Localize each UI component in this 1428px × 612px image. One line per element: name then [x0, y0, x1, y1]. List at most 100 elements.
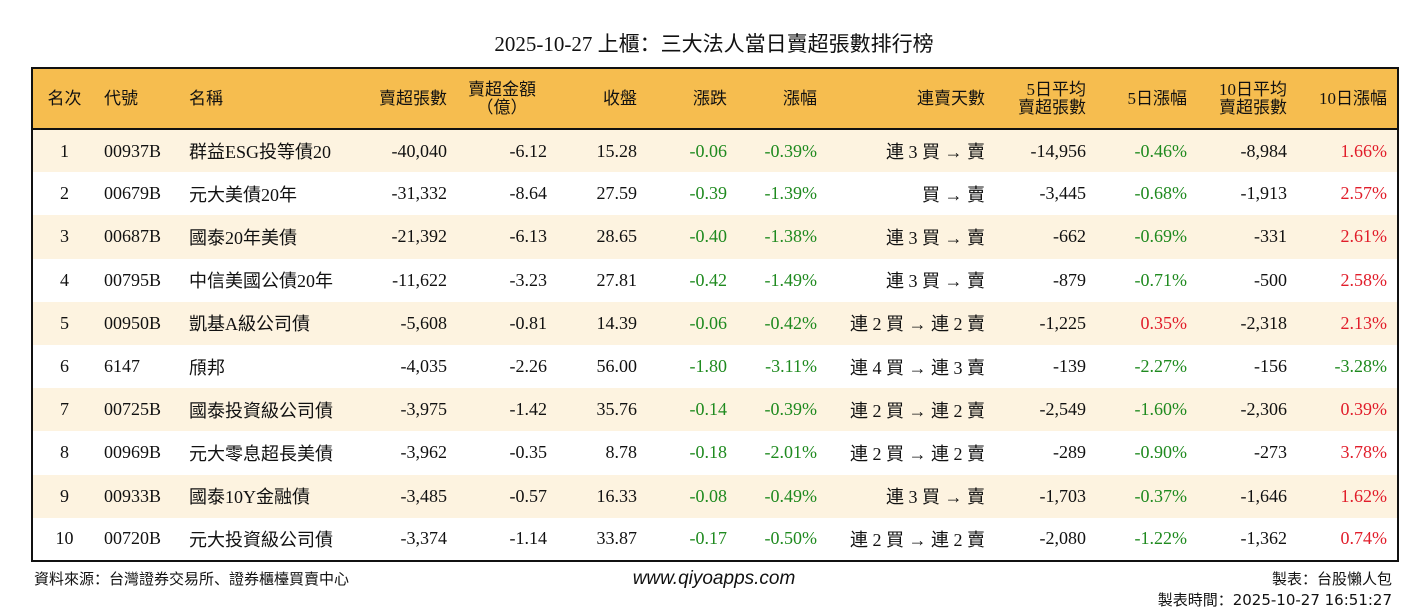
table-row: 7 00725B 國泰投資級公司債 -3,975 -1.42 35.76 -0.14 -0.3…: [32, 388, 1398, 432]
cell-avg10-sell: -1,646: [1240, 485, 1288, 506]
cell-rank: 1: [60, 140, 69, 161]
cell-change-pct: -0.49%: [764, 485, 818, 506]
cell-code: 6147: [104, 356, 140, 377]
cell-streak: 連 2 買 → 連 2 賣: [850, 314, 985, 335]
header-avg10-sell: 10日平均 賣超張數: [1219, 79, 1287, 117]
page-title: 2025-10-27 上櫃：三大法人當日賣超張數排行榜: [494, 32, 934, 56]
cell-avg5-sell: -2,549: [1039, 399, 1087, 420]
cell-net-sell-shares: -40,040: [391, 140, 448, 161]
cell-change: -0.40: [689, 226, 728, 247]
cell-rank: 9: [60, 485, 69, 506]
cell-code: 00937B: [104, 140, 162, 161]
cell-pct10: 2.58%: [1340, 269, 1388, 290]
cell-name: 群益ESG投等債20: [189, 142, 332, 163]
cell-close: 27.81: [596, 269, 638, 290]
cell-code: 00725B: [104, 399, 162, 420]
header-change-pct: 漲幅: [783, 88, 817, 108]
cell-name: 中信美國公債20年: [189, 271, 333, 292]
cell-close: 35.76: [596, 399, 638, 420]
cell-avg5-sell: -662: [1053, 226, 1086, 247]
cell-change-pct: -3.11%: [765, 356, 817, 377]
cell-pct5: -1.60%: [1134, 399, 1188, 420]
header-change: 漲跌: [693, 88, 727, 108]
table-row: 1 00937B 群益ESG投等債20 -40,040 -6.12 15.28 -0.06 -…: [32, 129, 1398, 173]
table-row: 3 00687B 國泰20年美債 -21,392 -6.13 28.65 -0.40 -1.3…: [32, 215, 1398, 259]
cell-streak: 連 4 買 → 連 3 賣: [850, 357, 985, 378]
cell-change-pct: -0.50%: [764, 528, 818, 549]
cell-pct5: -0.68%: [1134, 183, 1188, 204]
cell-pct10: 2.57%: [1340, 183, 1388, 204]
header-rank: 名次: [47, 88, 82, 108]
cell-name: 國泰10Y金融債: [189, 487, 310, 508]
cell-avg5-sell: -879: [1053, 269, 1086, 290]
cell-avg5-sell: -14,956: [1030, 140, 1087, 161]
cell-rank: 2: [60, 183, 69, 204]
cell-rank: 5: [60, 312, 69, 333]
cell-code: 00795B: [104, 269, 162, 290]
cell-close: 33.87: [596, 528, 638, 549]
cell-name: 元大投資級公司債: [189, 529, 333, 550]
cell-pct10: -3.28%: [1334, 356, 1388, 377]
cell-net-sell-shares: -3,374: [400, 528, 448, 549]
cell-net-sell-amount: -0.81: [509, 312, 548, 333]
cell-rank: 7: [60, 399, 69, 420]
cell-rank: 8: [60, 442, 69, 463]
cell-pct10: 0.74%: [1340, 528, 1388, 549]
cell-change-pct: -1.38%: [764, 226, 818, 247]
cell-pct5: -0.71%: [1134, 269, 1188, 290]
cell-pct5: -2.27%: [1134, 356, 1188, 377]
cell-name: 國泰20年美債: [189, 227, 297, 248]
cell-close: 28.65: [596, 226, 638, 247]
cell-close: 27.59: [596, 183, 638, 204]
header-code: 代號: [104, 88, 138, 108]
cell-code: 00969B: [104, 442, 162, 463]
cell-change: -0.06: [689, 140, 728, 161]
cell-close: 16.33: [596, 485, 638, 506]
cell-change: -0.08: [689, 485, 728, 506]
cell-net-sell-amount: -0.35: [509, 442, 548, 463]
table-row: 5 00950B 凱基A級公司債 -5,608 -0.81 14.39 -0.06 -0.42…: [32, 301, 1398, 345]
table-header: 名次 代號 名稱 賣超張數 賣超金額 （億） 收盤 漲跌 漲幅 連賣天數 5日平均 賣超張數 5日漲…: [32, 68, 1398, 129]
cell-avg10-sell: -8,984: [1240, 140, 1288, 161]
cell-net-sell-amount: -1.14: [509, 528, 548, 549]
cell-avg5-sell: -1,225: [1039, 312, 1087, 333]
cell-net-sell-shares: -5,608: [400, 312, 448, 333]
cell-change: -0.14: [689, 399, 728, 420]
cell-code: 00687B: [104, 226, 162, 247]
ranking-table: 名次 代號 名稱 賣超張數 賣超金額 （億） 收盤 漲跌 漲幅 連賣天數 5日平均 賣超張數 5日漲…: [31, 67, 1399, 562]
cell-net-sell-amount: -6.12: [509, 140, 548, 161]
cell-pct5: -1.22%: [1134, 528, 1188, 549]
cell-net-sell-shares: -3,485: [400, 485, 448, 506]
website-link[interactable]: www.qiyoapps.com: [632, 568, 796, 589]
cell-change: -0.18: [689, 442, 728, 463]
cell-net-sell-shares: -3,975: [400, 399, 448, 420]
cell-rank: 6: [60, 356, 69, 377]
table-row: 10 00720B 元大投資級公司債 -3,374 -1.14 33.87 -0.17 -0.…: [32, 518, 1398, 561]
cell-change: -0.17: [689, 528, 728, 549]
cell-avg10-sell: -273: [1254, 442, 1287, 463]
table-row: 4 00795B 中信美國公債20年 -11,622 -3.23 27.81 -0.42 -1…: [32, 259, 1398, 302]
cell-pct10: 2.61%: [1340, 226, 1388, 247]
cell-close: 8.78: [605, 442, 638, 463]
header-avg5-sell: 5日平均 賣超張數: [1018, 79, 1086, 117]
cell-net-sell-amount: -1.42: [509, 399, 548, 420]
cell-change-pct: -2.01%: [764, 442, 818, 463]
cell-rank: 4: [60, 269, 69, 290]
cell-avg5-sell: -139: [1053, 356, 1086, 377]
cell-change-pct: -0.39%: [764, 140, 818, 161]
cell-net-sell-shares: -3,962: [400, 442, 448, 463]
cell-net-sell-shares: -4,035: [400, 356, 448, 377]
table-row: 8 00969B 元大零息超長美債 -3,962 -0.35 8.78 -0.18 -2.01…: [32, 431, 1398, 474]
cell-avg10-sell: -156: [1254, 356, 1287, 377]
cell-pct10: 0.39%: [1340, 399, 1388, 420]
cell-net-sell-shares: -11,622: [392, 269, 447, 290]
cell-pct10: 1.66%: [1340, 140, 1388, 161]
cell-net-sell-amount: -0.57: [509, 485, 548, 506]
cell-change-pct: -1.39%: [764, 183, 818, 204]
cell-avg10-sell: -1,362: [1240, 528, 1288, 549]
cell-pct10: 3.78%: [1340, 442, 1388, 463]
cell-avg10-sell: -2,318: [1240, 312, 1288, 333]
generated-time: 製表時間：2025-10-27 16:51:27: [1157, 591, 1392, 609]
maker-label: 製表：台股懶人包: [1271, 570, 1392, 588]
cell-pct5: -0.37%: [1134, 485, 1188, 506]
